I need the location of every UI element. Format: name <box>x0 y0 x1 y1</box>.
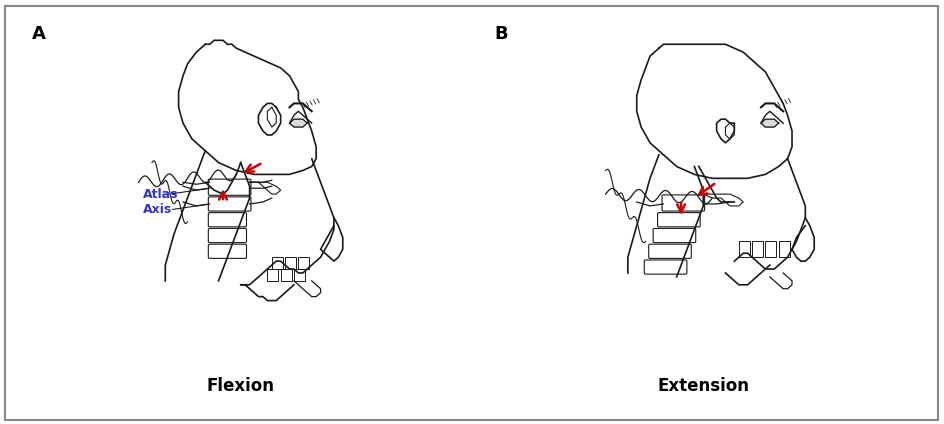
Bar <box>298 257 310 269</box>
Bar <box>267 269 278 281</box>
Text: A: A <box>32 25 46 42</box>
Bar <box>766 241 777 257</box>
Bar <box>739 241 750 257</box>
Bar <box>280 269 292 281</box>
Bar <box>294 269 305 281</box>
Text: Flexion: Flexion <box>207 377 275 395</box>
Bar <box>272 257 283 269</box>
Text: Axis: Axis <box>143 204 173 216</box>
Polygon shape <box>290 119 308 127</box>
Bar <box>779 241 790 257</box>
Bar <box>752 241 763 257</box>
Text: Extension: Extension <box>657 377 750 395</box>
Polygon shape <box>761 119 779 127</box>
Text: B: B <box>495 25 509 42</box>
Text: Atlas: Atlas <box>143 187 178 201</box>
Bar <box>285 257 296 269</box>
